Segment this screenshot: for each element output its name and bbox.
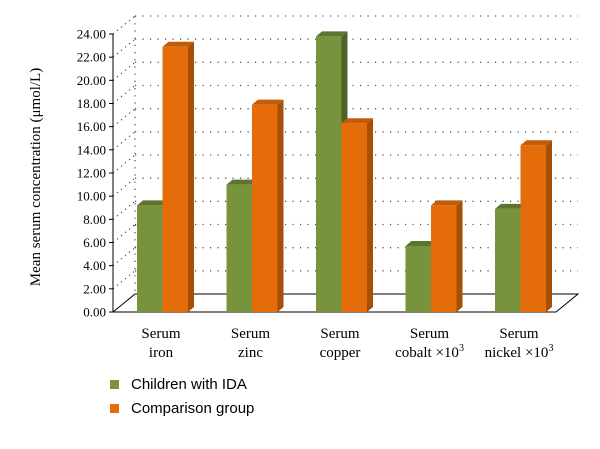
gridline-side — [112, 15, 136, 35]
bar-side — [367, 118, 373, 312]
gridline-side — [112, 154, 136, 174]
bar — [252, 99, 284, 313]
x-tick-label: copper — [320, 345, 361, 361]
bar-front — [431, 205, 457, 312]
y-tick-label: 20.00 — [77, 73, 106, 88]
bar-top — [226, 179, 258, 185]
bar-top — [316, 31, 348, 37]
bar-top — [405, 240, 437, 246]
x-tick-label: Serum — [231, 326, 270, 342]
gridline-side — [112, 84, 136, 105]
legend-item: Comparison group — [110, 400, 254, 417]
x-tick-label: Serum — [499, 326, 538, 342]
legend-swatch — [110, 404, 119, 413]
y-tick-label: 10.00 — [77, 189, 106, 204]
x-axis-labels: SerumironSerumzincSerumcopperSerumcobalt… — [141, 326, 553, 361]
bar-top — [252, 99, 284, 105]
x-tick-label: Serum — [320, 326, 359, 342]
gridline-side — [112, 177, 136, 197]
gridline-side — [112, 200, 136, 220]
bar — [341, 118, 373, 312]
bar-front — [341, 123, 367, 312]
y-axis: 0.00 2.00 4.00 6.00 8.00 10.00 12.00 14.00 16.00… — [77, 27, 114, 320]
bar-front — [495, 208, 521, 312]
bar-front — [252, 104, 278, 313]
bar-front — [162, 46, 188, 312]
bar-top — [520, 140, 552, 146]
bar-front — [520, 145, 546, 312]
bar-side — [456, 200, 463, 312]
y-tick-label: 6.00 — [83, 235, 106, 250]
y-axis-label: Mean serum concentration (μmol/L) — [28, 68, 44, 286]
gridline-side — [112, 247, 136, 267]
bar-top — [431, 200, 463, 206]
gridline-side — [112, 131, 136, 151]
gridline-side — [112, 108, 136, 128]
x-tick-label: Serum — [141, 326, 180, 342]
y-tick-label: 22.00 — [77, 50, 106, 65]
y-tick-label: 18.00 — [77, 96, 106, 111]
bar — [520, 140, 552, 312]
y-tick-label: 12.00 — [77, 166, 106, 181]
y-tick-label: 16.00 — [77, 119, 106, 134]
bar-top — [495, 203, 527, 209]
x-tick-label: iron — [149, 345, 174, 361]
y-tick-label: 2.00 — [83, 281, 106, 296]
bars — [137, 31, 552, 313]
bar-side — [546, 140, 552, 312]
x-tick-label: zinc — [238, 345, 263, 361]
y-tick-label: 14.00 — [77, 142, 106, 157]
bar-top — [341, 118, 373, 124]
legend: Children with IDA Comparison group — [110, 376, 254, 417]
y-tick-label: 4.00 — [83, 258, 106, 273]
y-tick-label: 24.00 — [77, 27, 106, 42]
bar-side — [188, 41, 194, 312]
bar-front — [405, 245, 431, 312]
legend-item: Children with IDA — [110, 376, 247, 393]
gridline-side — [112, 61, 136, 81]
x-tick-label: cobalt ×103 — [395, 343, 464, 361]
bar-front — [316, 36, 342, 313]
x-tick-label: Serum — [410, 326, 449, 342]
bar-top — [137, 200, 169, 206]
bar-top — [162, 41, 194, 47]
legend-label: Children with IDA — [131, 376, 247, 393]
bar-side — [277, 99, 284, 313]
bar-front — [137, 205, 163, 312]
x-tick-label: nickel ×103 — [485, 343, 554, 361]
gridline-side — [112, 223, 136, 244]
gridline-side — [112, 38, 136, 58]
legend-swatch — [110, 380, 119, 389]
legend-label: Comparison group — [131, 400, 254, 417]
bar — [431, 200, 463, 312]
bar-front — [226, 184, 252, 312]
y-tick-label: 8.00 — [83, 212, 106, 227]
bar — [162, 41, 194, 312]
gridline-side — [112, 270, 136, 290]
y-tick-label: 0.00 — [83, 305, 106, 320]
